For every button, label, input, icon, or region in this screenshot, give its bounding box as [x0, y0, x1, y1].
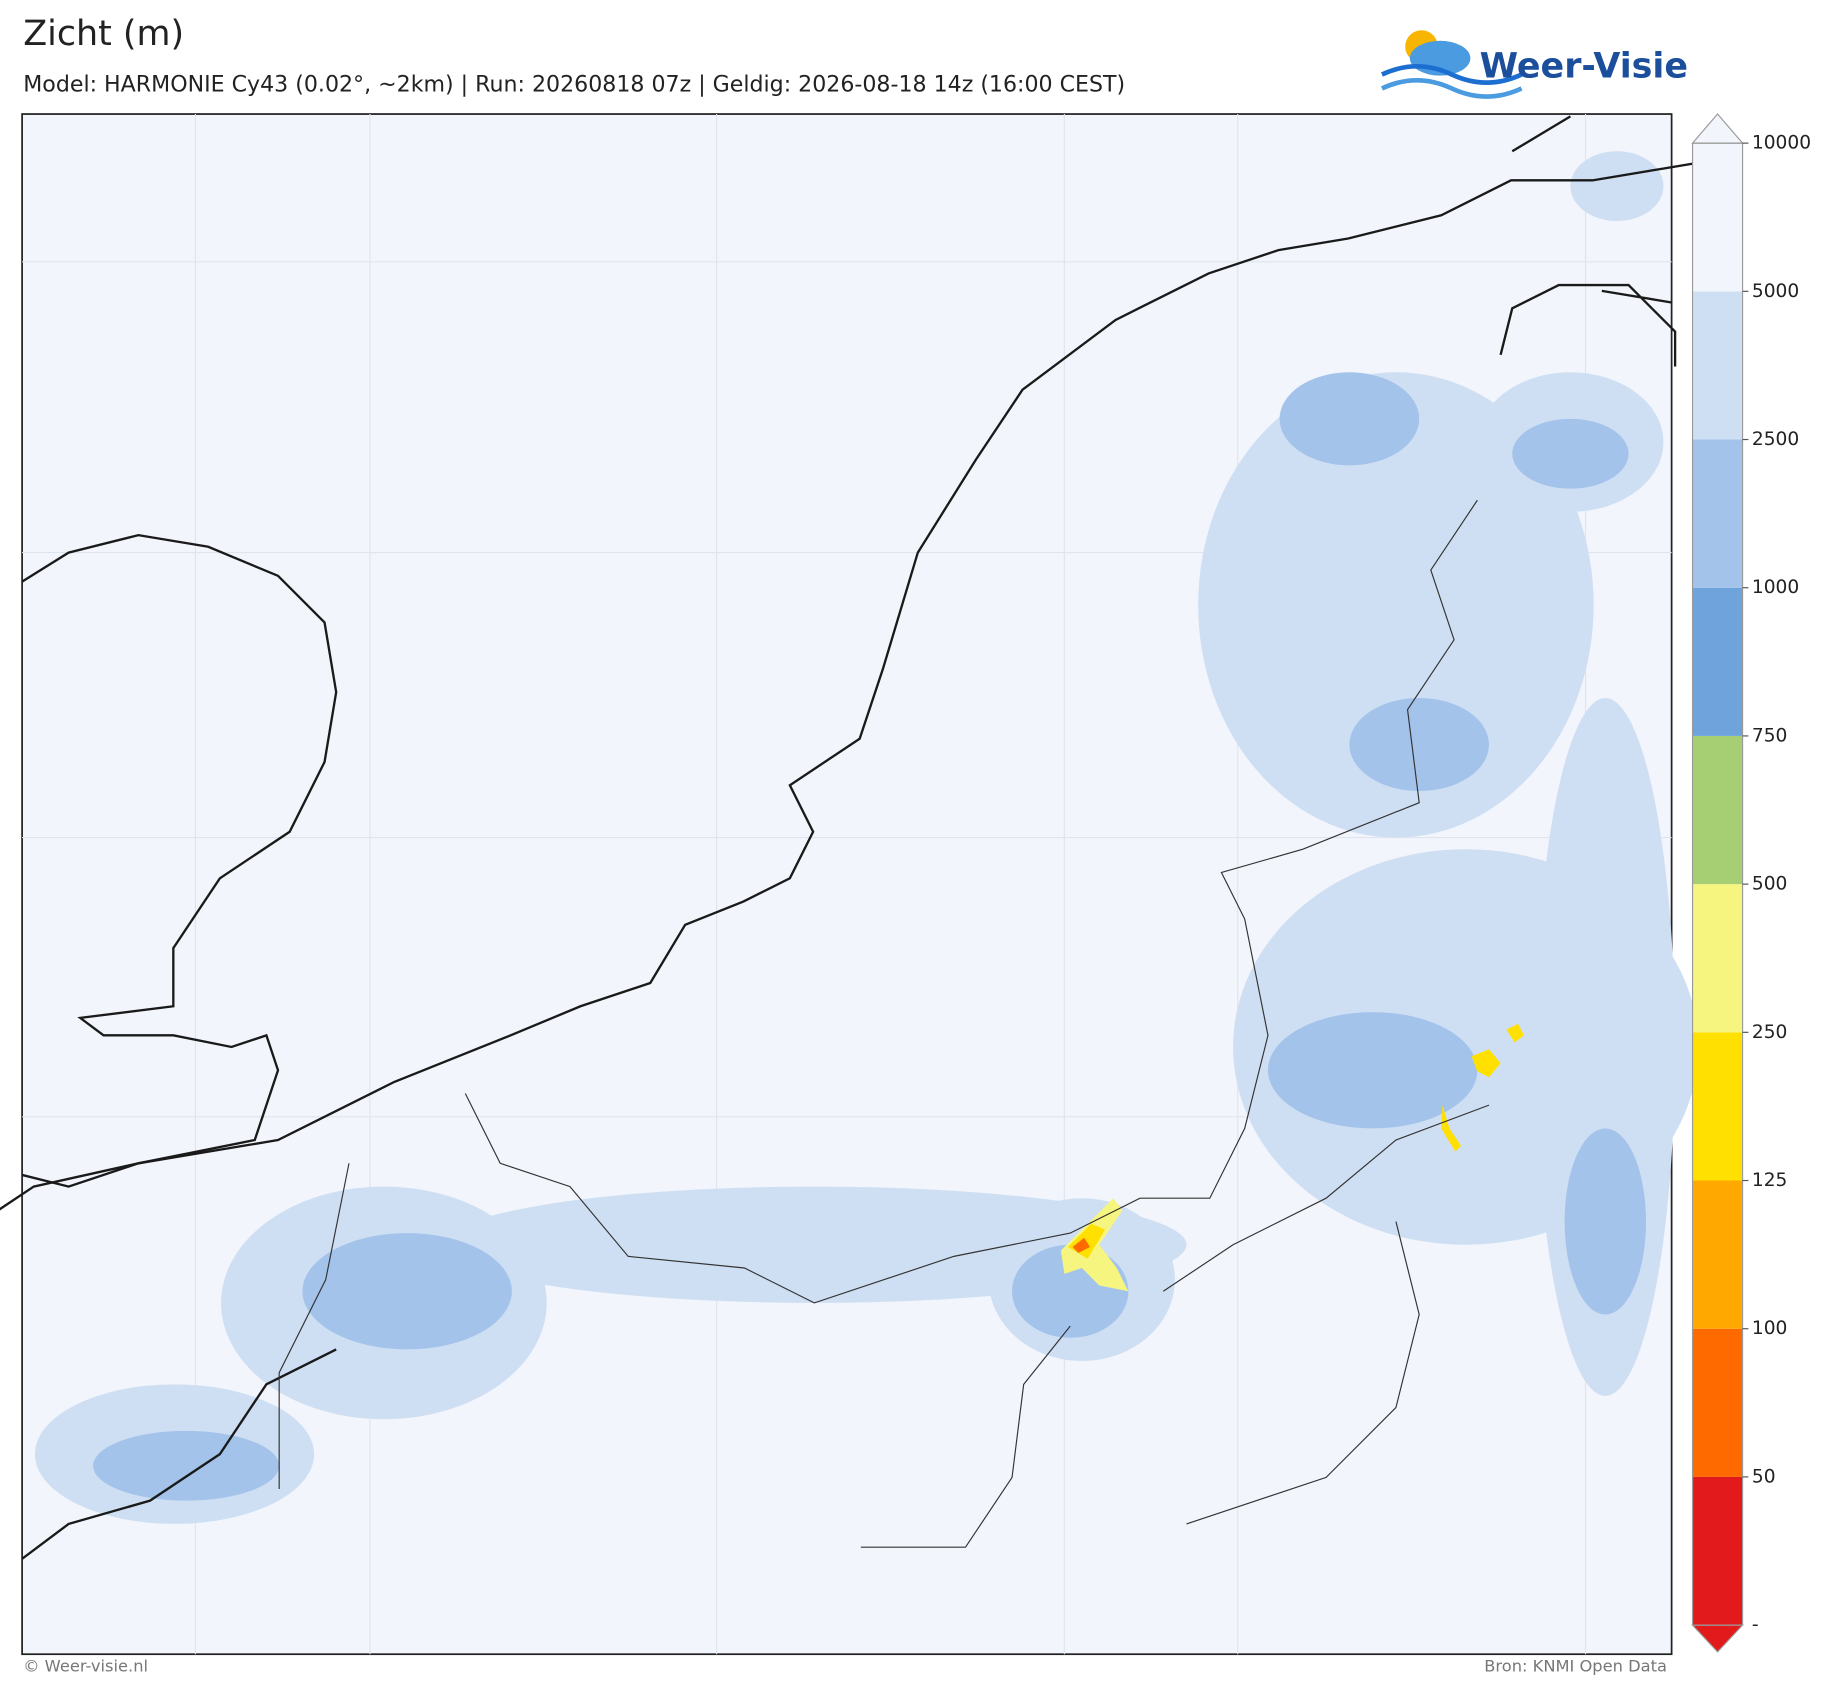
- title: Zicht (m): [23, 14, 184, 54]
- colorbar-tick-label: 125: [1752, 1170, 1788, 1191]
- colorbar-extend-top: [1691, 113, 1744, 144]
- colorbar-tick-label: 2500: [1752, 429, 1799, 450]
- colorbar-tick-label: 100: [1752, 1318, 1788, 1339]
- subtitle: Model: HARMONIE Cy43 (0.02°, ~2km) | Run…: [23, 71, 1125, 97]
- logo: Weer-Visie: [1380, 30, 1688, 99]
- colorbar-segment: [1692, 291, 1743, 440]
- colorbar-tick-label: 5000: [1752, 281, 1799, 302]
- colorbar-segment: [1692, 884, 1743, 1033]
- colorbar-tick-label: 500: [1752, 874, 1788, 895]
- footer-left: © Weer-visie.nl: [23, 1657, 148, 1676]
- colorbar-tick-label: 750: [1752, 725, 1788, 746]
- colorbar-tick-label: -: [1752, 1615, 1759, 1636]
- map: [0, 113, 1733, 1656]
- colorbar: - 50 100 125 250 500 750 1000 2500 5000 10000: [1691, 113, 1811, 1653]
- colorbar-tick-label: 10000: [1752, 133, 1811, 154]
- logo-text: Weer-Visie: [1480, 47, 1688, 87]
- colorbar-segment: [1692, 439, 1743, 588]
- colorbar-segment: [1692, 143, 1743, 292]
- colorbar-tick-label: 50: [1752, 1466, 1776, 1487]
- footer-right: Bron: KNMI Open Data: [1484, 1657, 1667, 1676]
- colorbar-segment: [1692, 1032, 1743, 1181]
- colorbar-segment: [1692, 735, 1743, 885]
- colorbar-tick-label: 250: [1752, 1022, 1788, 1043]
- colorbar-tick-label: 1000: [1752, 577, 1799, 598]
- colorbar-extend-bottom: [1691, 1624, 1744, 1653]
- colorbar-segment: [1692, 1476, 1743, 1626]
- colorbar-segment: [1692, 1180, 1743, 1329]
- colorbar-segment: [1692, 1328, 1743, 1477]
- colorbar-segment: [1692, 587, 1743, 736]
